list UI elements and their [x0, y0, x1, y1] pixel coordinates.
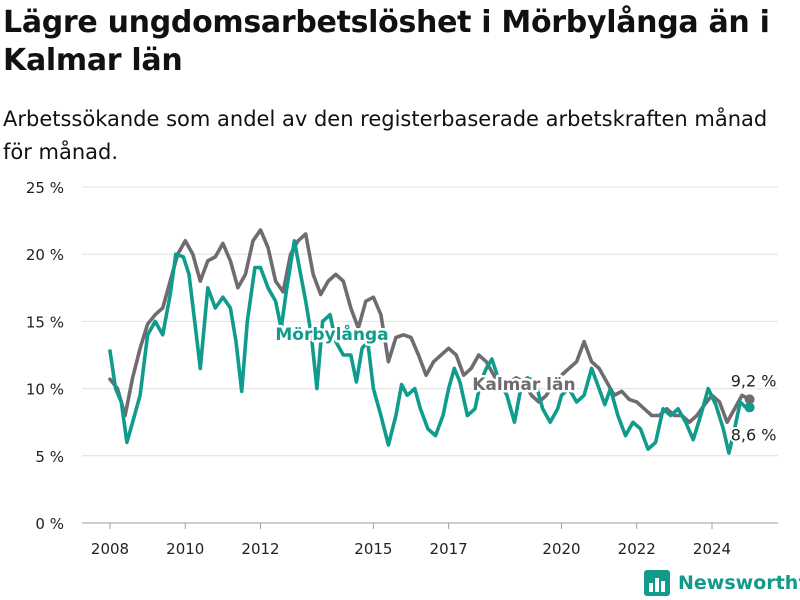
axes: 0 % 5 % 10 % 15 % 20 % 25 % 2008 2010 2012 2015 20… — [26, 179, 778, 558]
end-value-label: 9,2 % — [731, 371, 777, 390]
series-label: Mörbylånga — [275, 323, 388, 345]
brand: Newsworthy — [644, 567, 800, 599]
y-tick-label: 20 % — [26, 246, 64, 264]
end-point-marker — [744, 394, 755, 405]
series-lines — [108, 228, 752, 455]
x-tick-label: 2012 — [241, 540, 279, 558]
x-tick-label: 2022 — [618, 540, 656, 558]
x-tick-label: 2015 — [354, 540, 392, 558]
series-line-kalmar-län — [108, 228, 752, 424]
chart-title: Lägre ungdomsarbetslöshet i Mörbylånga ä… — [3, 5, 770, 78]
y-tick-label: 10 % — [26, 381, 64, 399]
end-value-label: 8,6 % — [731, 425, 777, 444]
y-tick-label: 15 % — [26, 313, 64, 331]
series-label: Kalmar län — [472, 375, 575, 395]
bar-chart-logo-icon — [644, 570, 670, 596]
x-tick-label: 2010 — [166, 540, 204, 558]
series-line-mörbylånga — [108, 239, 752, 455]
x-tick-label: 2020 — [542, 540, 580, 558]
end-point-marker — [744, 402, 755, 413]
chart-subtitle: Arbetssökande som andel av den registerb… — [3, 107, 768, 164]
brand-name: Newsworthy — [678, 572, 800, 594]
y-tick-label: 0 % — [35, 515, 64, 533]
data-labels: Mörbylånga Kalmar län 9,2 % 8,6 % — [273, 321, 779, 447]
x-tick-label: 2024 — [693, 540, 731, 558]
y-tick-label: 5 % — [35, 448, 64, 466]
x-tick-label: 2008 — [91, 540, 129, 558]
gridlines — [82, 186, 778, 524]
y-tick-label: 25 % — [26, 179, 64, 197]
x-tick-label: 2017 — [430, 540, 468, 558]
